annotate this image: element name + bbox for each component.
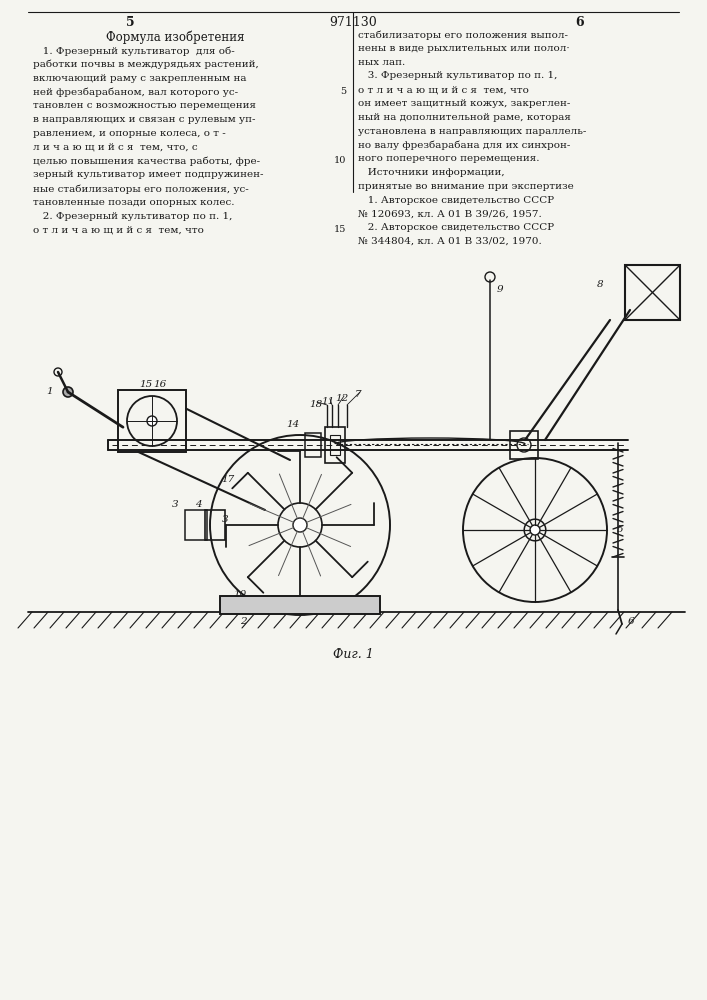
Text: 12: 12	[335, 394, 349, 403]
Bar	[220, 596, 380, 614]
Text: нены в виде рыхлительных или полол·: нены в виде рыхлительных или полол·	[358, 44, 570, 53]
Text: тановлен с возможностью перемещения: тановлен с возможностью перемещения	[33, 101, 256, 110]
Circle shape	[147, 416, 157, 426]
Text: 17: 17	[221, 475, 235, 484]
Text: но валу фрезбарабана для их синхрон-: но валу фрезбарабана для их синхрон-	[358, 140, 571, 150]
Text: 11: 11	[322, 397, 334, 406]
Text: 2. Авторское свидетельство СССР: 2. Авторское свидетельство СССР	[358, 223, 554, 232]
Bar	[185, 510, 207, 540]
Text: 16: 16	[153, 380, 167, 389]
Circle shape	[63, 387, 73, 397]
Text: 18: 18	[310, 400, 322, 409]
Text: принятые во внимание при экспертизе: принятые во внимание при экспертизе	[358, 182, 574, 191]
Text: 14: 14	[287, 420, 300, 429]
Text: 971130: 971130	[329, 16, 377, 29]
Text: установлена в направляющих параллель-: установлена в направляющих параллель-	[358, 127, 586, 136]
Text: 6: 6	[575, 16, 584, 29]
Text: тановленные позади опорных колес.: тановленные позади опорных колес.	[33, 198, 235, 207]
Circle shape	[530, 525, 540, 535]
Bar	[510, 431, 538, 459]
Text: стабилизаторы его положения выпол-: стабилизаторы его положения выпол-	[358, 30, 568, 39]
Text: 7: 7	[355, 390, 361, 399]
Bar	[118, 390, 186, 452]
Text: ных лап.: ных лап.	[358, 58, 405, 67]
Text: 9: 9	[497, 285, 503, 294]
Text: работки почвы в междурядьях растений,: работки почвы в междурядьях растений,	[33, 60, 259, 69]
Bar	[625, 265, 680, 320]
Text: зерный культиватор имеет подпружинен-: зерный культиватор имеет подпружинен-	[33, 170, 264, 179]
Bar	[205, 510, 225, 540]
Text: равлением, и опорные колеса, о т -: равлением, и опорные колеса, о т -	[33, 129, 226, 138]
Text: 3: 3	[222, 515, 228, 524]
Text: ные стабилизаторы его положения, ус-: ные стабилизаторы его положения, ус-	[33, 184, 249, 194]
Bar	[220, 596, 380, 614]
Text: Формула изобретения: Формула изобретения	[106, 30, 244, 43]
Text: целью повышения качества работы, фре-: целью повышения качества работы, фре-	[33, 156, 260, 166]
Text: он имеет защитный кожух, закреглен-: он имеет защитный кожух, закреглен-	[358, 99, 571, 108]
Text: 5: 5	[340, 87, 346, 96]
Text: 10: 10	[334, 156, 346, 165]
Text: 15: 15	[139, 380, 153, 389]
Circle shape	[293, 518, 307, 532]
Text: 1: 1	[47, 387, 53, 396]
Text: 6: 6	[628, 617, 635, 626]
Text: о т л и ч а ю щ и й с я  тем, что: о т л и ч а ю щ и й с я тем, что	[358, 85, 529, 94]
Text: о т л и ч а ю щ и й с я  тем, что: о т л и ч а ю щ и й с я тем, что	[33, 225, 204, 234]
Text: № 344804, кл. А 01 В 33/02, 1970.: № 344804, кл. А 01 В 33/02, 1970.	[358, 237, 542, 246]
Text: 8: 8	[597, 280, 603, 289]
Text: 1. Фрезерный культиватор  для об-: 1. Фрезерный культиватор для об-	[33, 46, 235, 55]
Text: 3: 3	[171, 500, 178, 509]
Text: № 120693, кл. А 01 В 39/26, 1957.: № 120693, кл. А 01 В 39/26, 1957.	[358, 209, 542, 218]
Text: Источники информации,: Источники информации,	[358, 168, 505, 177]
Text: в направляющих и связан с рулевым уп-: в направляющих и связан с рулевым уп-	[33, 115, 255, 124]
Text: 10: 10	[233, 590, 247, 599]
Text: 15: 15	[334, 225, 346, 234]
Text: ней фрезбарабаном, вал которого ус-: ней фрезбарабаном, вал которого ус-	[33, 87, 238, 97]
Text: 2: 2	[240, 617, 247, 626]
Bar	[330, 435, 340, 455]
Text: 3. Фрезерный культиватор по п. 1,: 3. Фрезерный культиватор по п. 1,	[358, 71, 557, 80]
Bar	[305, 433, 321, 457]
Text: ный на дополнительной раме, которая: ный на дополнительной раме, которая	[358, 113, 571, 122]
Text: л и ч а ю щ и й с я  тем, что, с: л и ч а ю щ и й с я тем, что, с	[33, 143, 198, 152]
Text: включающий раму с закрепленным на: включающий раму с закрепленным на	[33, 74, 247, 83]
Text: Фиг. 1: Фиг. 1	[332, 648, 373, 661]
Text: 1. Авторское свидетельство СССР: 1. Авторское свидетельство СССР	[358, 196, 554, 205]
Bar	[325, 427, 345, 463]
Text: 5: 5	[126, 16, 134, 29]
Text: 4: 4	[195, 500, 202, 509]
Text: 5: 5	[617, 525, 624, 534]
Text: ного поперечного перемещения.: ного поперечного перемещения.	[358, 154, 539, 163]
Text: 2. Фрезерный культиватор по п. 1,: 2. Фрезерный культиватор по п. 1,	[33, 212, 233, 221]
